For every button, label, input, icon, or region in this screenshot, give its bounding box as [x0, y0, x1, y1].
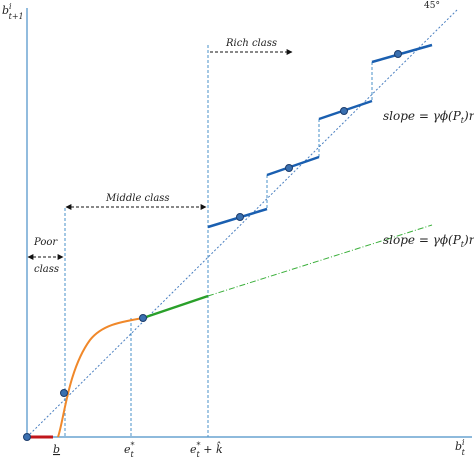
- diagonal-label: 45°: [424, 1, 440, 11]
- text-part: t: [131, 450, 135, 458]
- text-part: b: [2, 4, 9, 17]
- text-part: t+1: [9, 12, 24, 21]
- x-tick-label: b: [53, 443, 60, 456]
- guide-lines: [64, 45, 373, 437]
- poor-class-label: Poor: [33, 237, 58, 248]
- class-arrows: [27, 49, 293, 260]
- text-part: t: [197, 450, 201, 458]
- text-part: )r: [463, 233, 474, 247]
- text-part: *: [131, 441, 135, 450]
- slope-label: slope = γϕ(Pt)rt: [383, 233, 474, 249]
- text-part: t: [461, 240, 465, 249]
- green-segment: [142, 294, 209, 320]
- equilibrium-points: [23, 50, 402, 441]
- text-part: b: [455, 440, 462, 453]
- green-extension: [207, 224, 433, 297]
- text-part: i: [462, 438, 465, 447]
- diagonal-line: [26, 9, 458, 438]
- text-part: e: [190, 443, 197, 456]
- x-axis-label: bi t: [455, 438, 466, 457]
- text-part: slope = γϕ(P: [383, 233, 462, 247]
- text-part: t: [462, 448, 466, 457]
- text-part: slope = γϕ(P: [383, 109, 462, 123]
- y-axis-label: bi t+1: [2, 2, 24, 21]
- rich-steps: [207, 43, 433, 229]
- text-part: t: [461, 116, 465, 125]
- poor-class-label: class: [34, 264, 59, 275]
- x-tick-label: e* t + k̂: [190, 441, 223, 458]
- text-part: *: [197, 441, 201, 450]
- text-part: e: [124, 443, 131, 456]
- text-part: i: [9, 2, 12, 11]
- text-part: )r: [463, 109, 474, 123]
- middle-class-label: Middle class: [105, 193, 170, 204]
- rich-class-label: Rich class: [225, 38, 277, 49]
- x-tick-label: e* t: [124, 441, 135, 458]
- slope-label: slope = γϕ(Pt)rt: [383, 109, 474, 125]
- text-part: + k̂: [200, 442, 223, 456]
- orange-curve: [57, 317, 144, 438]
